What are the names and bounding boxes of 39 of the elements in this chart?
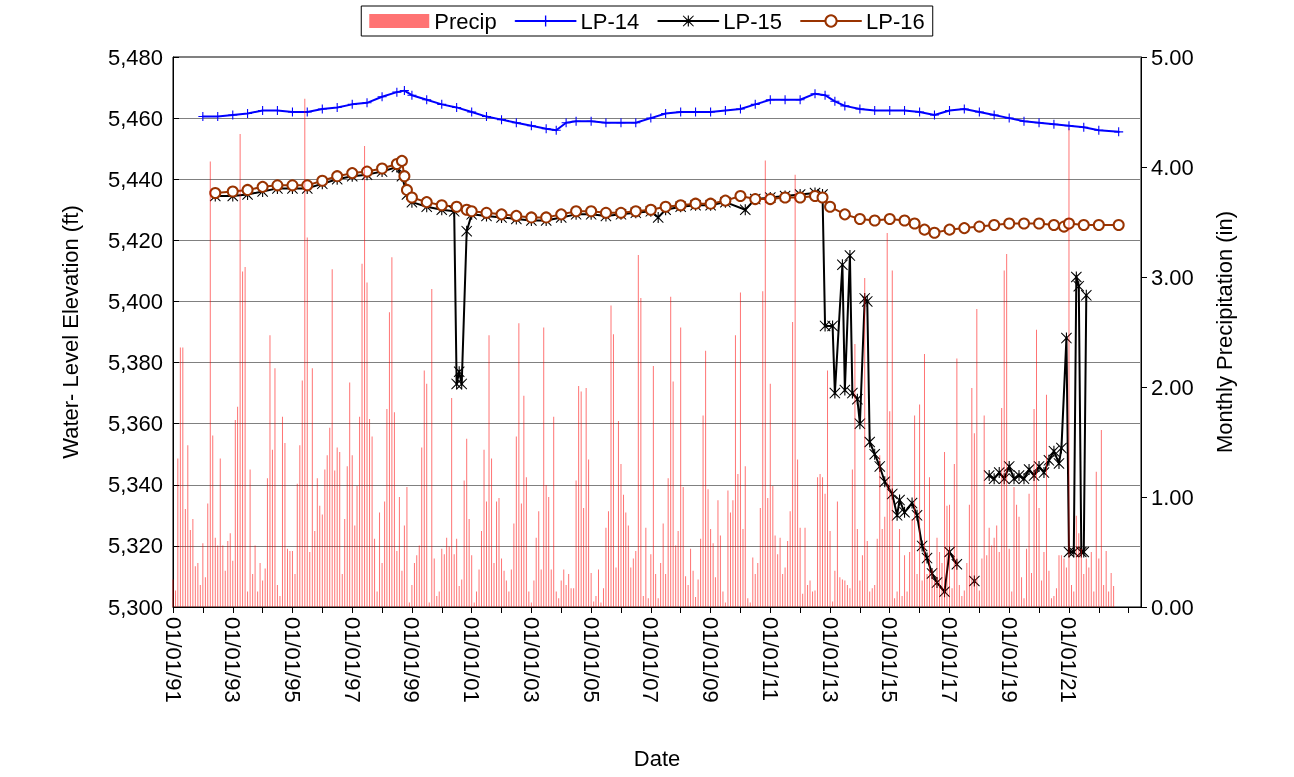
y-tick-label: 5,480 <box>107 44 163 70</box>
x-tick-label: 01/01/09 <box>698 617 724 703</box>
y2-tick-label: 1.00 <box>1151 484 1194 510</box>
y-tick-label: 5,460 <box>107 105 163 131</box>
x-tick-label: 01/01/99 <box>399 617 425 703</box>
x-axis-title: Date <box>633 745 681 771</box>
y2-tick-label: 2.00 <box>1151 374 1194 400</box>
y-tick-label: 5,440 <box>107 166 163 192</box>
x-tick-label: 01/01/95 <box>279 617 305 703</box>
legend-label: LP-15 <box>723 8 783 34</box>
y2-tick-label: 5.00 <box>1151 44 1194 70</box>
y2-tick-label: 0.00 <box>1151 594 1194 620</box>
y-tick-label: 5,380 <box>107 350 163 376</box>
x-tick-label: 01/01/93 <box>220 617 246 703</box>
x-tick-label: 01/01/97 <box>339 617 365 703</box>
y-tick-label: 5,400 <box>107 288 163 314</box>
x-tick-label: 01/01/21 <box>1056 617 1082 703</box>
y2-axis-title: Monthly Precipitation (in) <box>1211 210 1237 454</box>
y2-tick-label: 4.00 <box>1151 154 1194 180</box>
x-tick-label: 01/01/05 <box>578 617 604 703</box>
y2-tick-label: 3.00 <box>1151 264 1194 290</box>
legend-label: LP-16 <box>866 8 925 34</box>
y-tick-label: 5,360 <box>107 411 163 437</box>
x-tick-label: 01/01/11 <box>757 617 783 702</box>
y-axis-title: Water- Level Elevation (ft) <box>57 205 83 459</box>
x-tick-label: 01/01/01 <box>459 617 485 703</box>
x-tick-label: 01/01/03 <box>518 617 544 703</box>
x-tick-label: 01/01/91 <box>160 617 186 703</box>
legend-label: LP-14 <box>580 8 640 34</box>
y-tick-label: 5,300 <box>107 594 163 620</box>
x-tick-label: 01/01/15 <box>877 617 903 703</box>
x-tick-label: 01/01/13 <box>817 617 843 703</box>
x-tick-label: 01/01/17 <box>937 617 963 703</box>
y-tick-label: 5,320 <box>107 533 163 559</box>
legend-label: Precip <box>434 8 497 34</box>
x-tick-label: 01/01/19 <box>996 617 1022 703</box>
y-tick-label: 5,340 <box>107 472 163 498</box>
y-tick-label: 5,420 <box>107 227 163 253</box>
x-tick-label: 01/01/07 <box>638 617 664 703</box>
